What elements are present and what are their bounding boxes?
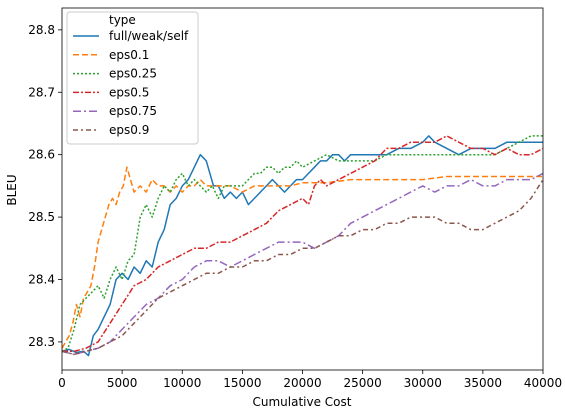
series-line-3 [62, 135, 543, 353]
y-tick-label: 28.4 [28, 273, 55, 287]
series-line-4 [62, 172, 543, 356]
y-axis-label: BLEU [5, 174, 19, 205]
series-line-1 [62, 166, 543, 349]
legend: type full/weak/self eps0.1 eps0.25 eps0.5 eps… [66, 11, 199, 145]
series-line-2 [62, 135, 543, 352]
x-axis-label: Cumulative Cost [253, 395, 352, 409]
series-line-5 [62, 179, 543, 356]
y-tick-label: 28.3 [28, 335, 55, 349]
y-tick-label: 28.8 [28, 23, 55, 37]
x-tick-label: 5000 [107, 376, 138, 390]
x-tick-label: 30000 [404, 376, 442, 390]
legend-entry-0: full/weak/self [109, 29, 189, 43]
x-tick-label: 0 [58, 376, 66, 390]
legend-entry-5: eps0.9 [109, 123, 149, 137]
x-tick-label: 20000 [283, 376, 321, 390]
x-tick-label: 25000 [344, 376, 382, 390]
y-tick-label: 28.7 [28, 85, 55, 99]
legend-box [66, 11, 199, 145]
y-tick-label: 28.6 [28, 148, 55, 162]
x-tick-label: 15000 [223, 376, 261, 390]
x-tick-label: 40000 [524, 376, 562, 390]
x-tick-label: 10000 [163, 376, 201, 390]
plot-area [62, 135, 543, 357]
legend-title: type [109, 13, 136, 27]
legend-entry-2: eps0.25 [109, 67, 157, 81]
x-tick-label: 35000 [464, 376, 502, 390]
y-tick-label: 28.5 [28, 210, 55, 224]
legend-entry-4: eps0.75 [109, 104, 157, 118]
legend-entry-1: eps0.1 [109, 48, 149, 62]
legend-entry-3: eps0.5 [109, 85, 149, 99]
axes: 0 5000 10000 15000 20000 25000 30000 35000 40000… [28, 7, 562, 390]
